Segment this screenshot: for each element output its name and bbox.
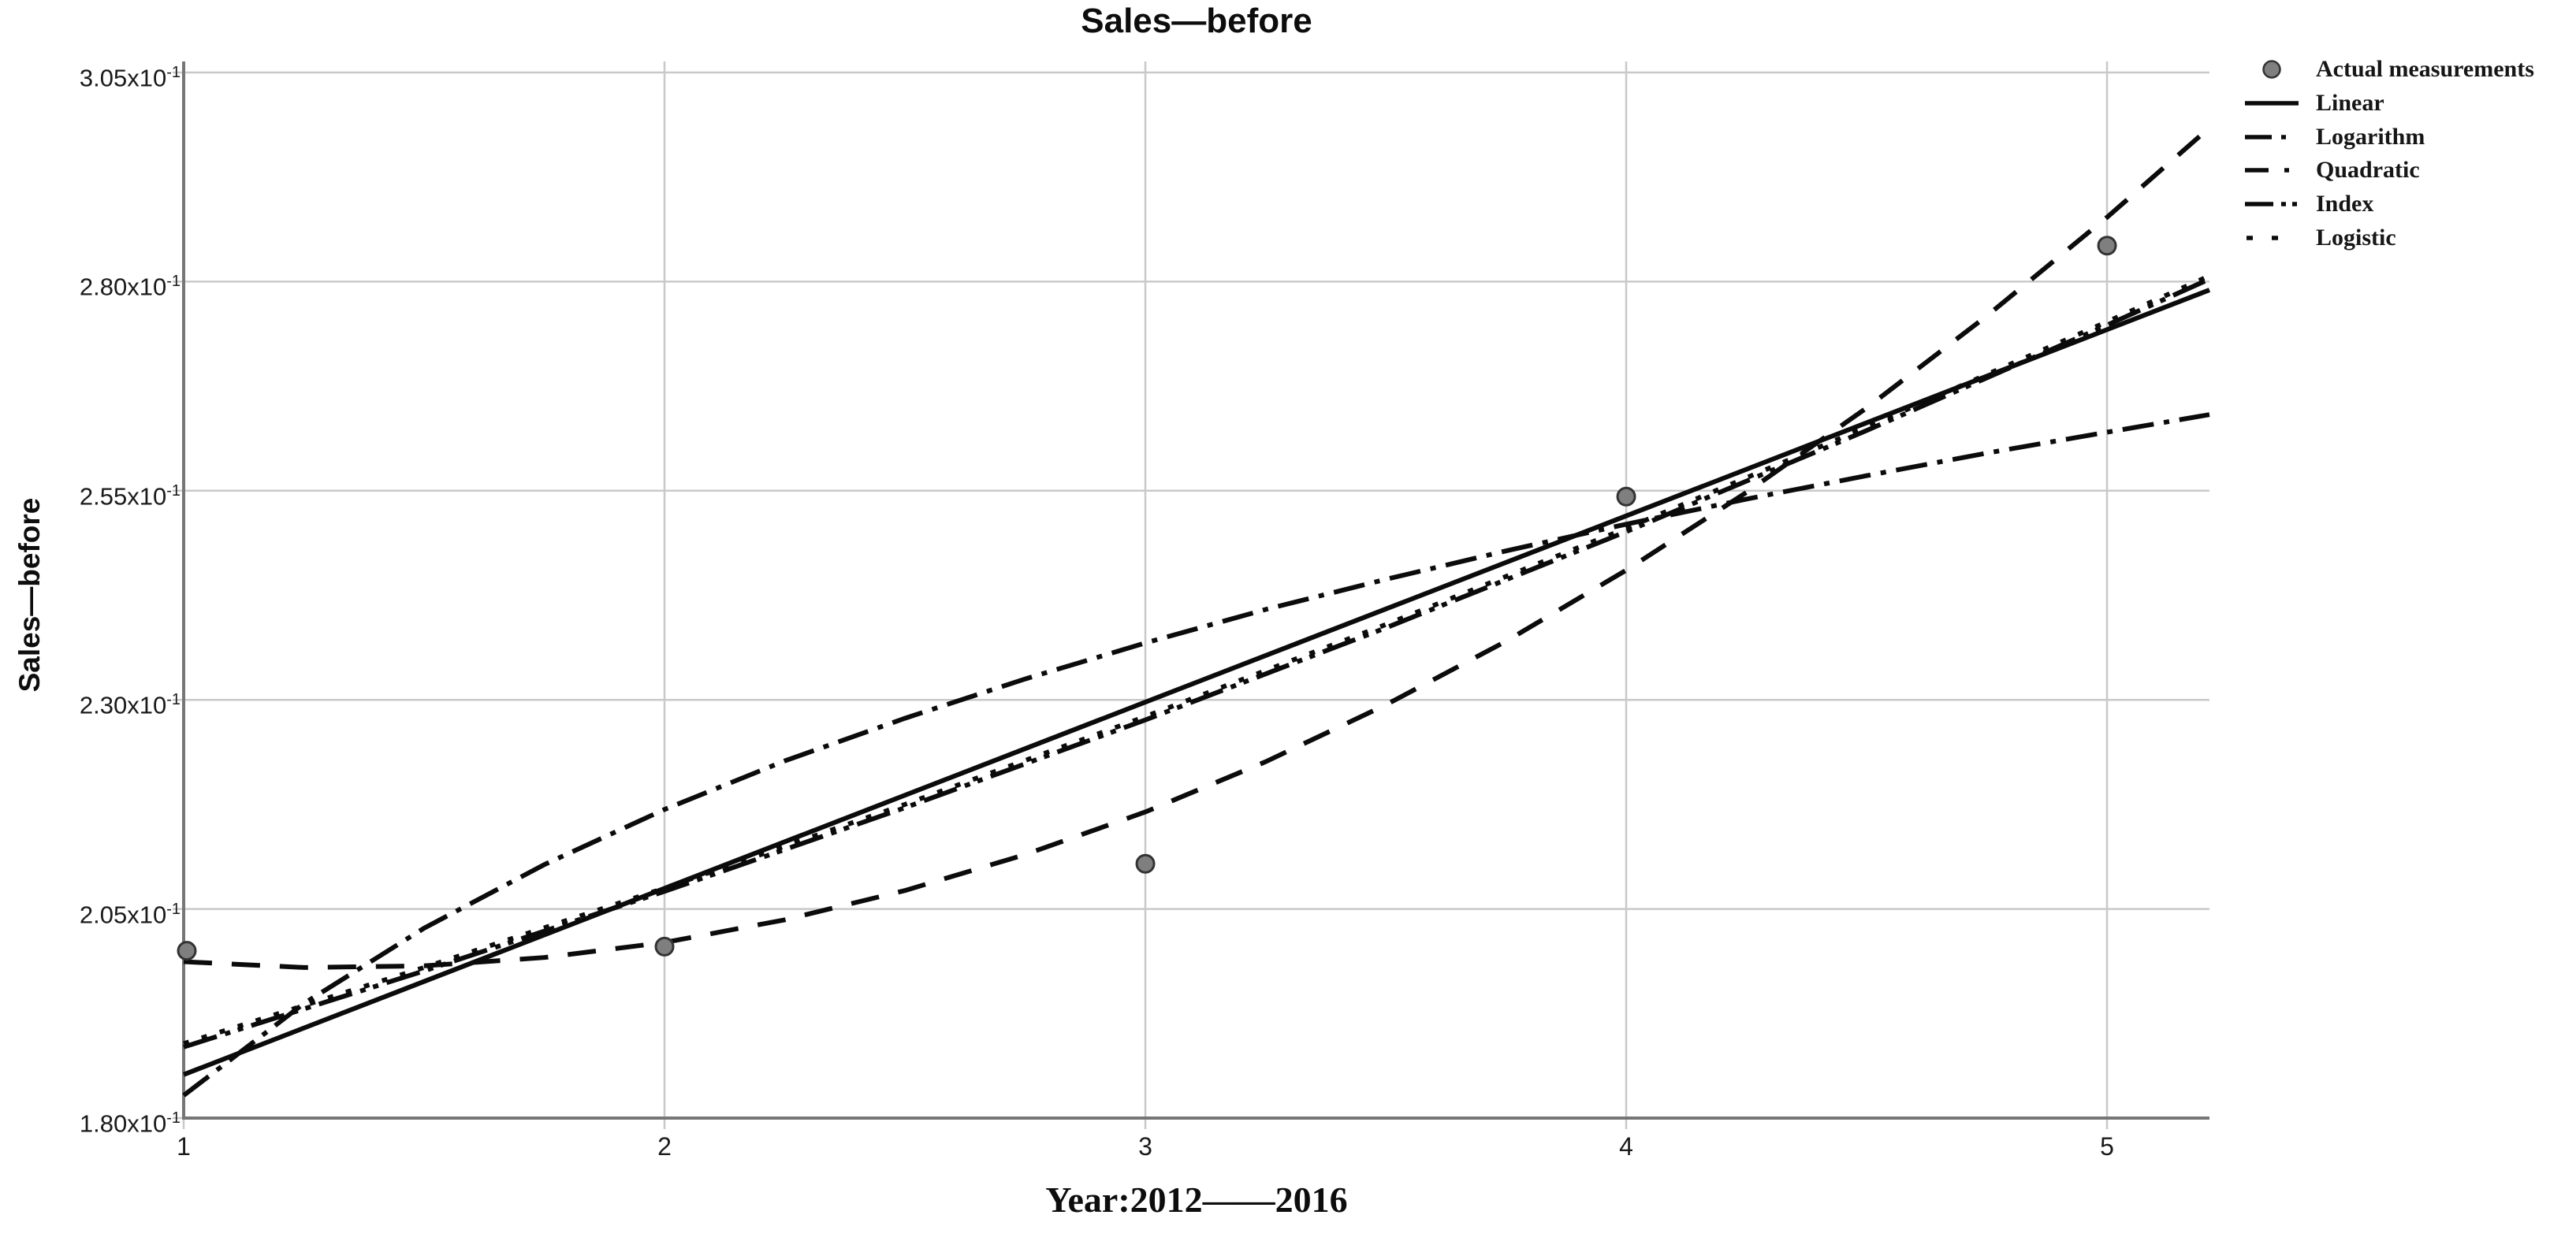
legend-line-icon xyxy=(2247,236,2283,240)
x-tick-label: 2 xyxy=(657,1132,672,1161)
x-tick-label: 4 xyxy=(1619,1132,1633,1161)
data-point xyxy=(654,936,675,957)
data-point xyxy=(177,941,197,961)
legend-item-label: Logarithm xyxy=(2316,123,2425,150)
legend-item-label: Quadratic xyxy=(2316,157,2420,184)
legend-item-label: Actual measurements xyxy=(2316,56,2534,83)
legend-item-label: Index xyxy=(2316,191,2374,217)
legend-line-icon xyxy=(2245,101,2299,106)
curve-linear xyxy=(182,288,2211,1077)
x-axis-title: Year:2012——2016 xyxy=(1045,1180,1348,1220)
data-point xyxy=(2097,236,2117,256)
y-tick-label: 2.55x10-1 xyxy=(79,481,181,511)
legend-point-icon xyxy=(2262,60,2281,80)
data-point xyxy=(1135,853,1156,874)
legend-item: Logistic xyxy=(2235,221,2534,255)
y-tick-label: 2.05x10-1 xyxy=(79,900,181,928)
legend-line-icon xyxy=(2245,168,2289,173)
curve-index xyxy=(183,277,2211,1050)
legend-line-icon xyxy=(2245,202,2299,206)
y-axis-title: Sales—before xyxy=(13,497,46,693)
legend-line-icon xyxy=(2245,134,2289,139)
legend-item: Index xyxy=(2235,188,2534,221)
y-tick-label: 3.05x10-1 xyxy=(79,64,181,92)
x-tick-label: 1 xyxy=(177,1132,191,1161)
legend-item: Logarithm xyxy=(2235,120,2534,154)
legend-item-label: Logistic xyxy=(2316,224,2396,251)
curve-logarithm xyxy=(182,412,2210,1098)
legend-item: Quadratic xyxy=(2235,154,2534,188)
y-tick-label: 1.80x10-1 xyxy=(79,1109,181,1138)
x-tick-label: 5 xyxy=(2100,1132,2114,1161)
data-point xyxy=(1616,486,1636,507)
y-tick-label: 2.30x10-1 xyxy=(79,691,181,719)
curve-quadratic xyxy=(183,125,2211,970)
chart-title: Sales—before xyxy=(1081,2,1312,40)
legend-item: Linear xyxy=(2235,87,2534,121)
x-tick-label: 3 xyxy=(1138,1132,1152,1161)
legend: Actual measurements Linear Logarithm Quadra… xyxy=(2235,53,2534,255)
legend-item-label: Linear xyxy=(2316,90,2384,117)
curve-logistic xyxy=(183,273,2211,1046)
legend-item: Actual measurements xyxy=(2235,53,2534,87)
y-tick-label: 2.80x10-1 xyxy=(79,273,181,301)
